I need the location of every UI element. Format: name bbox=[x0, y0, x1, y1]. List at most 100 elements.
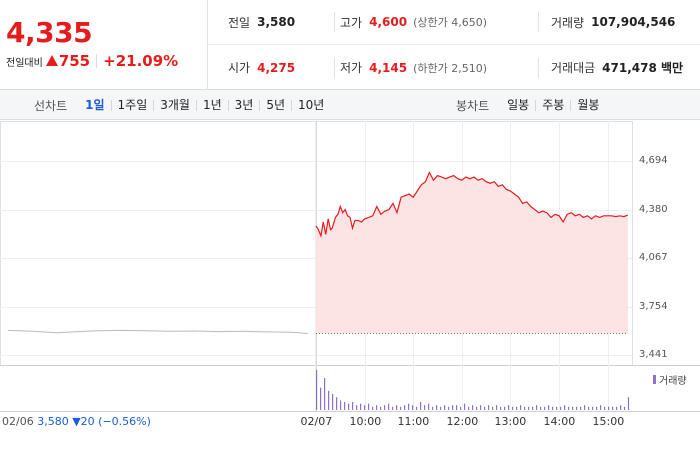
stat-label: 거래대금 bbox=[551, 61, 596, 75]
volume-bar bbox=[436, 405, 438, 410]
volume-bar bbox=[524, 406, 526, 410]
volume-bar bbox=[488, 405, 490, 410]
stat-value: 3,580 bbox=[257, 15, 296, 29]
volume-bar bbox=[512, 406, 514, 410]
y-tick-label: 4,067 bbox=[639, 251, 668, 263]
volume-bar bbox=[420, 402, 422, 410]
volume-bar bbox=[552, 406, 554, 410]
volume-bar bbox=[320, 387, 322, 410]
volume-bar bbox=[580, 406, 582, 410]
chart-canvas bbox=[0, 121, 700, 412]
stat-label: 고가 bbox=[340, 15, 363, 30]
volume-bar bbox=[584, 405, 586, 410]
change-value: 755 bbox=[58, 52, 91, 70]
volume-bar bbox=[532, 406, 534, 410]
volume-bar bbox=[608, 406, 610, 410]
volume-bar bbox=[612, 406, 614, 410]
volume-bar bbox=[472, 405, 474, 410]
tab-5y[interactable]: 5년 bbox=[259, 99, 291, 111]
today-price-line bbox=[315, 171, 629, 239]
volume-bar bbox=[364, 405, 366, 410]
upper-limit: (상한가 4,650) bbox=[413, 16, 487, 29]
volume-bar bbox=[416, 406, 418, 410]
tab-1d[interactable]: 1일 bbox=[85, 97, 105, 112]
volume-bar bbox=[328, 390, 330, 410]
volume-bar bbox=[484, 406, 486, 410]
volume-bar bbox=[476, 406, 478, 410]
stat-open: 시가 4,275 bbox=[228, 58, 295, 78]
up-arrow-icon bbox=[45, 54, 58, 66]
volume-bar bbox=[368, 403, 370, 410]
volume-bar bbox=[344, 402, 346, 410]
volume-bar bbox=[424, 405, 426, 410]
volume-bar bbox=[620, 405, 622, 410]
chart-tabs-bar: 선차트 1일 1주일 3개월 1년 3년 5년 10년 봉차트 일봉 주봉 월봉 bbox=[0, 90, 700, 120]
candle-chart-title: 봉차트 bbox=[456, 98, 490, 113]
volume-bar bbox=[496, 405, 498, 410]
volume-bar bbox=[556, 406, 558, 410]
volume-bar bbox=[404, 405, 406, 410]
stat-low: 저가 4,145 (하한가 2,510) bbox=[334, 57, 487, 78]
x-tick-label: 11:00 bbox=[397, 415, 430, 428]
volume-bar bbox=[332, 394, 334, 410]
tab-10y[interactable]: 10년 bbox=[291, 99, 330, 111]
volume-bar bbox=[576, 406, 578, 410]
prev-day-pct: (−0.56%) bbox=[98, 415, 151, 428]
tab-daily-candle[interactable]: 일봉 bbox=[507, 97, 530, 112]
current-price: 4,335 bbox=[6, 16, 93, 49]
volume-bar bbox=[516, 406, 518, 410]
price-chart[interactable]: 거래량 02/06 3,580 ▼20 (−0.56%) 4,694 4,380 4… bbox=[0, 121, 700, 450]
change-label: 전일대비 bbox=[6, 57, 43, 69]
volume-bar bbox=[627, 397, 630, 410]
volume-bar bbox=[324, 378, 326, 410]
volume-bar bbox=[520, 405, 522, 410]
x-tick-label: 12:00 bbox=[446, 415, 479, 428]
volume-bar bbox=[444, 405, 446, 410]
stat-value: 4,600 bbox=[369, 15, 408, 29]
volume-bar bbox=[400, 406, 402, 410]
volume-swatch bbox=[653, 375, 656, 384]
volume-bar bbox=[588, 406, 590, 410]
y-tick-label: 4,694 bbox=[639, 154, 668, 166]
tab-1w[interactable]: 1주일 bbox=[110, 99, 154, 111]
volume-bar bbox=[352, 402, 354, 410]
volume-bar bbox=[596, 406, 598, 410]
volume-bar bbox=[540, 406, 542, 410]
volume-bar bbox=[396, 405, 398, 410]
tab-3m[interactable]: 3개월 bbox=[153, 99, 196, 111]
x-tick-label: 14:00 bbox=[543, 415, 576, 428]
volume-bar bbox=[384, 405, 386, 410]
tab-1y[interactable]: 1년 bbox=[195, 99, 228, 111]
tab-3y[interactable]: 3년 bbox=[227, 99, 260, 111]
volume-bar bbox=[464, 403, 466, 410]
y-tick-label: 3,754 bbox=[639, 300, 668, 312]
stat-turnover: 거래대금 471,478 백만 bbox=[538, 57, 683, 78]
x-tick-label: 15:00 bbox=[592, 415, 625, 428]
volume-bar bbox=[616, 406, 618, 410]
volume-bar bbox=[348, 403, 350, 410]
x-tick-label: 02/07 bbox=[300, 415, 333, 428]
volume-bar bbox=[408, 403, 410, 410]
tab-weekly-candle[interactable]: 주봉 bbox=[535, 99, 570, 111]
volume-bar bbox=[492, 406, 494, 410]
stat-volume: 거래량 107,904,546 bbox=[538, 12, 675, 32]
stat-value: 107,904,546 bbox=[591, 15, 676, 29]
stat-value: 4,145 bbox=[369, 60, 408, 75]
volume-bar bbox=[572, 406, 574, 410]
volume-bar bbox=[392, 406, 394, 410]
volume-bar bbox=[440, 406, 442, 410]
volume-bar bbox=[376, 405, 378, 410]
volume-bar bbox=[452, 405, 454, 410]
prev-day-line bbox=[8, 329, 308, 334]
y-tick-label: 3,441 bbox=[639, 348, 668, 360]
volume-bar bbox=[316, 370, 318, 410]
line-chart-title: 선차트 bbox=[34, 98, 68, 113]
prev-day-change: ▼20 bbox=[72, 415, 95, 428]
volume-bar bbox=[448, 406, 450, 410]
stats-row-1: 전일 3,580 고가 4,600 (상한가 4,650) 거래량 107,90… bbox=[208, 0, 700, 45]
tab-monthly-candle[interactable]: 월봉 bbox=[570, 99, 605, 111]
volume-bar bbox=[528, 406, 530, 410]
volume-bar bbox=[544, 406, 546, 410]
volume-bar bbox=[623, 406, 626, 410]
